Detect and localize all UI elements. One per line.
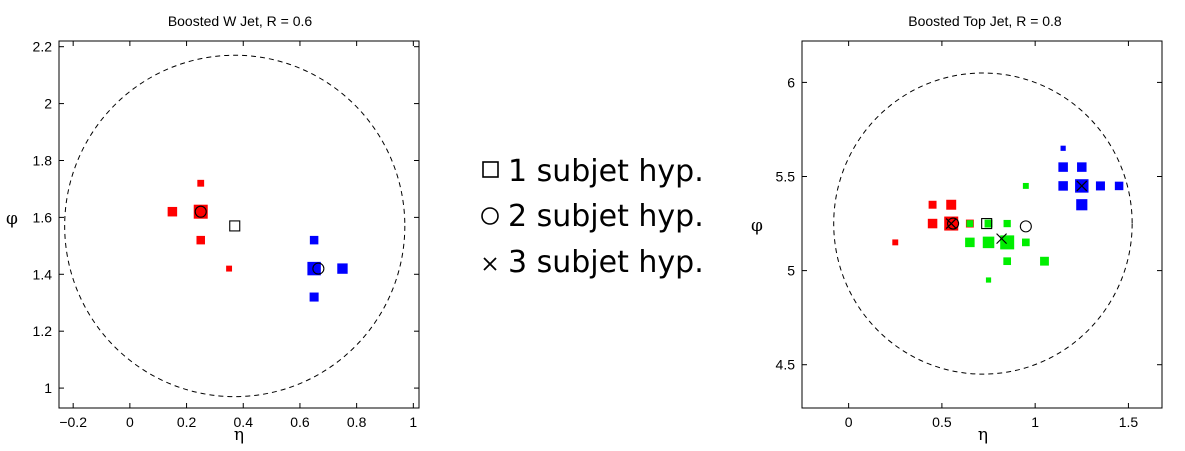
top-jet-ytick-label: 6 <box>787 74 795 90</box>
top-jet-particle-red <box>928 200 937 209</box>
legend-label-1-subjet: 1 subjet hyp. <box>508 154 704 189</box>
top-jet-axis-2-subjet <box>1019 220 1032 233</box>
top-jet-particle-blue <box>1077 162 1087 172</box>
w-jet-jet-radius-circle <box>64 54 406 398</box>
w-jet-particle-red <box>167 206 178 217</box>
w-jet-axis-1-subjet <box>229 220 241 232</box>
top-jet-particle-red <box>927 218 938 229</box>
w-jet-particle-blue <box>309 292 319 302</box>
top-jet-axis-3-subjet <box>1076 180 1088 192</box>
w-jet-ytick-label: 1.2 <box>33 323 53 339</box>
cross-stroke <box>996 233 1008 245</box>
top-jet-particle-blue <box>1058 162 1068 172</box>
w-jet-xlabel: η <box>234 425 244 445</box>
legend-label-3-subjet: 3 subjet hyp. <box>508 245 704 280</box>
w-jet-frame <box>58 40 420 409</box>
top-jet-particle-green <box>985 277 992 283</box>
w-jet-axis-2-subjet <box>194 205 207 218</box>
top-jet-particle-blue <box>1095 181 1105 191</box>
legend-item-2-subjet: 2 subjet hyp. <box>481 199 704 234</box>
w-jet-ytick-label: 2 <box>44 96 52 112</box>
top-jet-particle-green <box>982 236 995 249</box>
legend: 1 subjet hyp. 2 subjet hyp. 3 subjet hyp… <box>481 154 704 280</box>
w-jet-title: Boosted W Jet, R = 0.6 <box>168 13 313 29</box>
top-jet-frame <box>801 40 1163 409</box>
top-jet-title: Boosted Top Jet, R = 0.8 <box>908 13 1062 29</box>
top-jet-particle-blue <box>1058 181 1068 191</box>
top-jet-particle-green <box>965 237 975 248</box>
w-jet-xtick-label: 0 <box>126 414 134 430</box>
w-jet-particle-red <box>196 235 205 245</box>
top-jet-content: 0 0.5 1 1.5 4.5 5 5.5 6 <box>776 41 1162 430</box>
cross-stroke <box>1076 180 1088 192</box>
top-jet-xtick-label: 1 <box>1031 414 1039 430</box>
legend-item-3-subjet: 3 subjet hyp. <box>483 245 704 280</box>
top-jet-ytick-label: 5 <box>787 263 795 279</box>
w-jet-panel: Boosted W Jet, R = 0.6 −0.2 0 0.2 0.4 0.6 0.8… <box>6 13 420 445</box>
w-jet-ytick-label: 1.8 <box>33 152 53 168</box>
top-jet-particle-green <box>966 220 974 227</box>
top-jet-axis-1-subjet <box>981 218 993 230</box>
top-jet-axis-3-subjet <box>945 218 957 229</box>
top-jet-xtick-label: 0 <box>845 414 853 430</box>
legend-label-2-subjet: 2 subjet hyp. <box>508 199 704 234</box>
top-jet-particle-red <box>946 199 957 210</box>
top-jet-panel: Boosted Top Jet, R = 0.8 0 0.5 1 1.5 4.5 5 5.5… <box>751 13 1163 445</box>
top-jet-ytick-label: 4.5 <box>776 357 796 373</box>
w-jet-ytick-label: 1.6 <box>33 209 53 225</box>
top-jet-particle-blue <box>1114 181 1124 191</box>
w-jet-xtick-label: 1 <box>409 414 417 430</box>
top-jet-xlabel: η <box>978 425 988 445</box>
top-jet-ylabel: φ <box>751 216 763 236</box>
w-jet-particle-blue <box>337 263 348 274</box>
w-jet-particle-blue <box>307 261 321 276</box>
w-jet-particle-red <box>193 204 208 219</box>
w-jet-ylabel: φ <box>6 209 18 229</box>
top-jet-xtick-label: 0.5 <box>932 414 952 430</box>
w-jet-particle-blue <box>309 235 319 245</box>
w-jet-xtick-label: 0.6 <box>290 414 310 430</box>
top-jet-particle-green <box>1003 219 1011 228</box>
w-jet-xtick-label: −0.2 <box>59 414 87 430</box>
w-jet-particle-red <box>226 265 233 272</box>
w-jet-axis-2-subjet <box>312 262 325 275</box>
top-jet-particle-green <box>1000 235 1015 250</box>
w-jet-xtick-label: 0.8 <box>347 414 367 430</box>
w-jet-content: −0.2 0 0.2 0.4 0.6 0.8 1 1 1.2 1.4 1.6 1.8 2 2.2 <box>33 39 419 430</box>
top-jet-particle-red <box>892 239 899 246</box>
legend-circle-icon <box>481 207 499 225</box>
w-jet-particle-red <box>197 179 205 187</box>
top-jet-particle-green <box>1022 238 1030 247</box>
top-jet-particle-blue <box>1076 199 1088 211</box>
top-jet-axis-3-subjet <box>996 233 1008 245</box>
legend-cross-icon <box>483 257 497 271</box>
top-jet-jet-radius-circle <box>833 72 1133 375</box>
cross-stroke <box>945 218 957 229</box>
w-jet-xtick-label: 0.4 <box>234 414 254 430</box>
top-jet-particle-green <box>1040 256 1049 266</box>
legend-square-icon <box>482 161 499 178</box>
top-jet-particle-blue <box>1060 145 1066 151</box>
w-jet-ytick-label: 1 <box>44 380 52 396</box>
top-jet-particle-green <box>1022 182 1029 189</box>
w-jet-ytick-label: 1.4 <box>33 266 53 282</box>
top-jet-particle-green <box>1003 257 1012 266</box>
w-jet-xtick-label: 0.2 <box>177 414 197 430</box>
top-jet-xtick-label: 1.5 <box>1119 414 1139 430</box>
top-jet-axis-2-subjet <box>947 217 960 230</box>
top-jet-ytick-label: 5.5 <box>776 169 796 185</box>
legend-item-1-subjet: 1 subjet hyp. <box>482 154 704 189</box>
w-jet-ytick-label: 2.2 <box>33 39 53 55</box>
top-jet-particle-green <box>984 219 993 228</box>
